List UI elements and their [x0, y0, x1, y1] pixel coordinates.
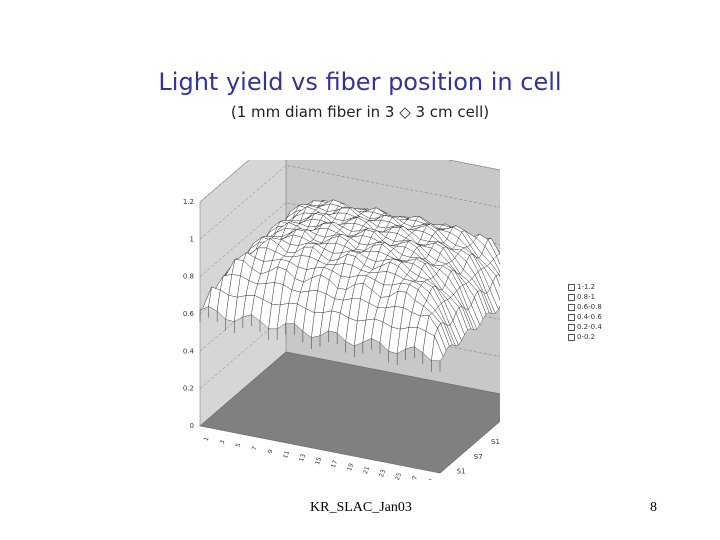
- surface-cell: [431, 335, 444, 362]
- slide-subtitle: (1 mm diam fiber in 3 ◇ 3 cm cell): [230, 103, 490, 121]
- y-tick-label: S7: [474, 453, 483, 461]
- surface-cell: [496, 253, 500, 265]
- x-tick-label: 15: [314, 456, 323, 466]
- x-tick-label: 11: [282, 450, 291, 460]
- legend-label: 0.8-1: [577, 293, 596, 301]
- legend-label: 1-1.2: [577, 283, 596, 291]
- x-tick-label: 25: [394, 472, 403, 480]
- z-gridline: [199, 351, 500, 427]
- x-tick-label: 23: [378, 469, 387, 479]
- z-tick-label: 0.2: [183, 385, 194, 393]
- z-tick-label: 0.4: [183, 347, 195, 355]
- legend-swatch: [568, 293, 575, 301]
- x-tick-label: 19: [346, 462, 355, 472]
- page-number: 8: [650, 500, 657, 515]
- x-tick-label: 7: [251, 445, 259, 451]
- y-axis: S1S7S13S19S25: [457, 438, 500, 476]
- legend-swatch: [568, 303, 575, 311]
- chart-legend: 1-1.2 0.8-1 0.6-0.8 0.4-0.6 0.2-0.4 0-0.2: [568, 282, 602, 342]
- legend-item: 0.6-0.8: [568, 302, 602, 312]
- x-axis: 1357911131517192123252729: [203, 436, 436, 480]
- footer-text: KR_SLAC_Jan03: [310, 500, 412, 515]
- x-tick-label: 1: [203, 436, 211, 442]
- surface-mesh: [199, 199, 500, 373]
- x-tick-label: 5: [235, 442, 243, 448]
- z-tick-label: 0: [190, 422, 194, 430]
- x-tick-label: 29: [426, 478, 435, 480]
- legend-swatch: [568, 323, 575, 331]
- legend-label: 0-0.2: [577, 333, 596, 341]
- z-tick-label: 1.2: [183, 198, 194, 206]
- x-tick-label: 27: [410, 475, 419, 480]
- legend-swatch: [568, 283, 575, 291]
- legend-label: 0.2-0.4: [577, 323, 602, 331]
- legend-label: 0.4-0.6: [577, 313, 602, 321]
- z-tick-label: 0.6: [183, 310, 195, 318]
- legend-swatch: [568, 313, 575, 321]
- z-tick-label: 0.8: [183, 273, 194, 281]
- z-tick-label: 1: [190, 235, 194, 243]
- legend-item: 0.2-0.4: [568, 322, 602, 332]
- x-tick-label: 17: [330, 459, 339, 469]
- legend-label: 0.6-0.8: [577, 303, 602, 311]
- legend-item: 0.4-0.6: [568, 312, 602, 322]
- legend-swatch: [568, 333, 575, 341]
- z-gridline: [199, 160, 500, 203]
- x-tick-label: 3: [219, 439, 227, 445]
- x-tick-label: 9: [267, 448, 275, 454]
- slide-title: Light yield vs fiber position in cell: [158, 68, 562, 96]
- z-gridline: [199, 165, 500, 240]
- legend-item: 0-0.2: [568, 332, 602, 342]
- legend-item: 1-1.2: [568, 282, 602, 292]
- x-tick-label: 13: [298, 453, 307, 463]
- y-tick-label: S13: [491, 438, 500, 446]
- legend-item: 0.8-1: [568, 292, 602, 302]
- x-tick-label: 21: [362, 465, 371, 475]
- y-tick-label: S1: [457, 468, 466, 476]
